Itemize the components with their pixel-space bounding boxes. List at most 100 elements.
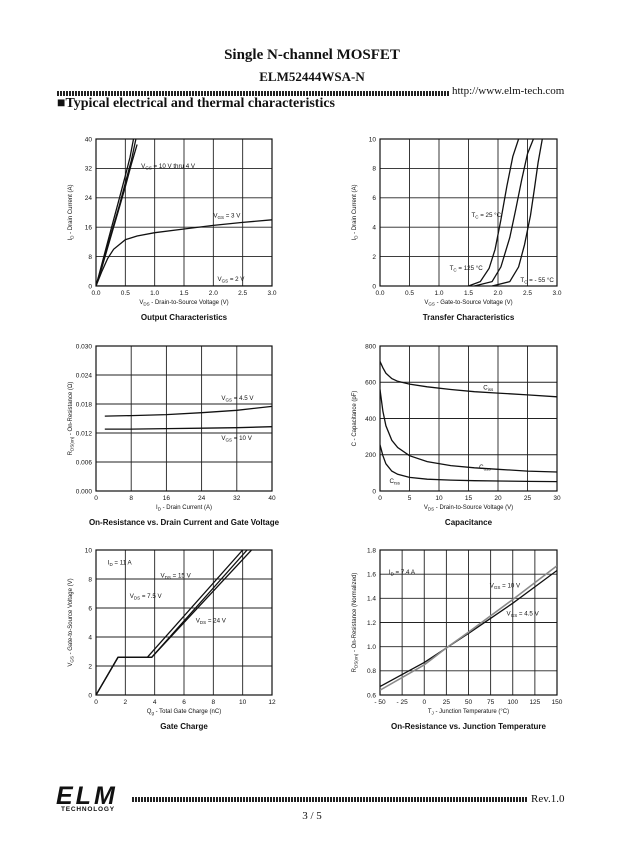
y-tick-label: 8 [88,576,92,583]
series-annotation: VGS = 10 V thru 4 V [141,163,196,171]
x-tick-label: - 25 [397,699,409,706]
footer-rule [132,797,528,802]
series-line [380,565,557,691]
chart-4: 0 5 10 15 20 25 30 0 200 400 600 800 VDS - Drain-to-… [352,343,561,527]
y-tick-label: 32 [85,166,93,173]
y-axis-label: C - Capacitance (pF) [352,391,358,447]
x-tick-label: 2 [124,699,128,706]
chart-1: 0.0 0.5 1.0 1.5 2.0 2.5 3.0 0 8 16 24 32 40 VDS - Dra… [68,136,277,322]
x-tick-label: 1.0 [434,290,443,297]
y-axis-label: ID - Drain Current (A) [68,185,75,241]
x-tick-label: 30 [553,495,561,502]
x-tick-label: 1.5 [464,290,473,297]
y-tick-label: 0.030 [76,343,93,350]
series-annotation: VGS = 2 V [217,276,245,284]
x-tick-label: 0 [94,699,98,706]
y-tick-label: 200 [365,452,376,459]
series-line [468,139,520,286]
plot-frame [379,345,558,492]
y-tick-label: 4 [372,225,376,232]
chart-title: Transfer Characteristics [423,313,515,322]
x-axis-label: Qg - Total Gate Charge (nC) [147,709,221,716]
revision: Rev.1.0 [531,793,565,805]
y-tick-label: 600 [365,380,376,387]
y-tick-label: 0 [88,283,92,290]
x-tick-label: 125 [529,699,540,706]
y-tick-label: 800 [365,343,376,350]
x-tick-label: 25 [443,699,451,706]
series-annotation: TC = - 55 °C [520,277,554,285]
x-axis-label: VGS - Gate-to-Source Voltage (V) [424,300,512,307]
y-tick-label: 24 [85,195,93,202]
chart-title: Gate Charge [160,722,208,731]
y-tick-label: 10 [369,136,377,143]
x-tick-label: 0.5 [121,290,130,297]
x-tick-label: 8 [129,495,133,502]
y-tick-label: 4 [88,634,92,641]
series-line [380,389,557,473]
x-tick-label: 3.0 [552,290,561,297]
y-tick-label: 2 [88,663,92,670]
y-tick-label: 1.8 [367,547,376,554]
series-annotation: VDS = 7.5 V [130,593,163,601]
series-annotation: Coss [479,464,491,472]
series-annotation: VGS = 10 V [490,582,521,590]
x-tick-label: 8 [212,699,216,706]
y-tick-label: 1.4 [367,596,376,603]
page-number: 3 / 5 [302,810,322,822]
plot-frame [95,345,273,492]
series-line [474,139,535,286]
series-line [96,144,138,286]
x-tick-label: 0 [422,699,426,706]
y-tick-label: 1.0 [367,644,376,651]
y-tick-label: 0.006 [76,459,93,466]
chart-title: Output Characteristics [141,313,228,322]
chart-3: 0 8 16 24 32 40 0.000 0.006 0.012 0.018 0.024 0.030… [68,343,280,527]
x-tick-label: 0.0 [91,290,100,297]
page-title: Single N-channel MOSFET [224,47,400,63]
x-tick-label: 75 [487,699,495,706]
series-annotation: VDS = 24 V [196,618,227,626]
series-annotation: Crss [389,478,400,486]
y-tick-label: 400 [365,416,376,423]
series-annotation: VGS = 4.5 V [221,395,254,403]
series-line [96,219,272,286]
part-number: ELM52444WSA-N [259,69,365,84]
y-tick-label: 10 [85,547,93,554]
website-url: http://www.elm-tech.com [452,85,565,97]
x-tick-label: - 50 [374,699,386,706]
x-tick-label: 1.5 [179,290,188,297]
series-line [380,444,557,483]
y-tick-label: 0 [372,283,376,290]
series-line [96,139,135,286]
y-tick-label: 1.2 [367,620,376,627]
x-tick-label: 2.0 [209,290,218,297]
x-tick-label: 4 [153,699,157,706]
header-rule [57,91,449,96]
y-tick-label: 2 [372,254,376,261]
x-tick-label: 2.5 [523,290,532,297]
y-axis-label: RDS(on) - On-Resistance (Normalized) [352,573,359,673]
logo-text: ELM [56,784,118,806]
chart-6: - 50 - 25 0 25 50 75 100 125 150 0.6 0.8 1.0 1.2 1.4 1… [352,547,563,731]
series-line [104,426,272,430]
y-tick-label: 6 [372,195,376,202]
y-axis-label: RDS(on) - On-Resistance (Ω) [68,382,75,456]
series-annotation: TC = 125 °C [450,265,484,273]
x-tick-label: 5 [408,495,412,502]
series-line [104,405,272,417]
x-tick-label: 0.5 [405,290,414,297]
y-axis-label: ID - Drain Current (A) [352,185,359,241]
chart-title: Capacitance [445,518,493,527]
chart-5: 0 2 4 6 8 10 12 0 2 4 6 8 10 Qg - Total Gate Charge (… [68,547,276,731]
x-tick-label: 10 [239,699,247,706]
x-tick-label: 6 [182,699,186,706]
y-tick-label: 0.024 [76,372,93,379]
x-axis-label: TJ - Junction Temperature (°C) [428,709,509,716]
series-annotation: ID = 11 A [108,560,133,568]
x-tick-label: 150 [552,699,563,706]
x-tick-label: 20 [494,495,502,502]
x-tick-label: 16 [163,495,171,502]
x-tick-label: 40 [268,495,276,502]
y-tick-label: 0 [372,488,376,495]
